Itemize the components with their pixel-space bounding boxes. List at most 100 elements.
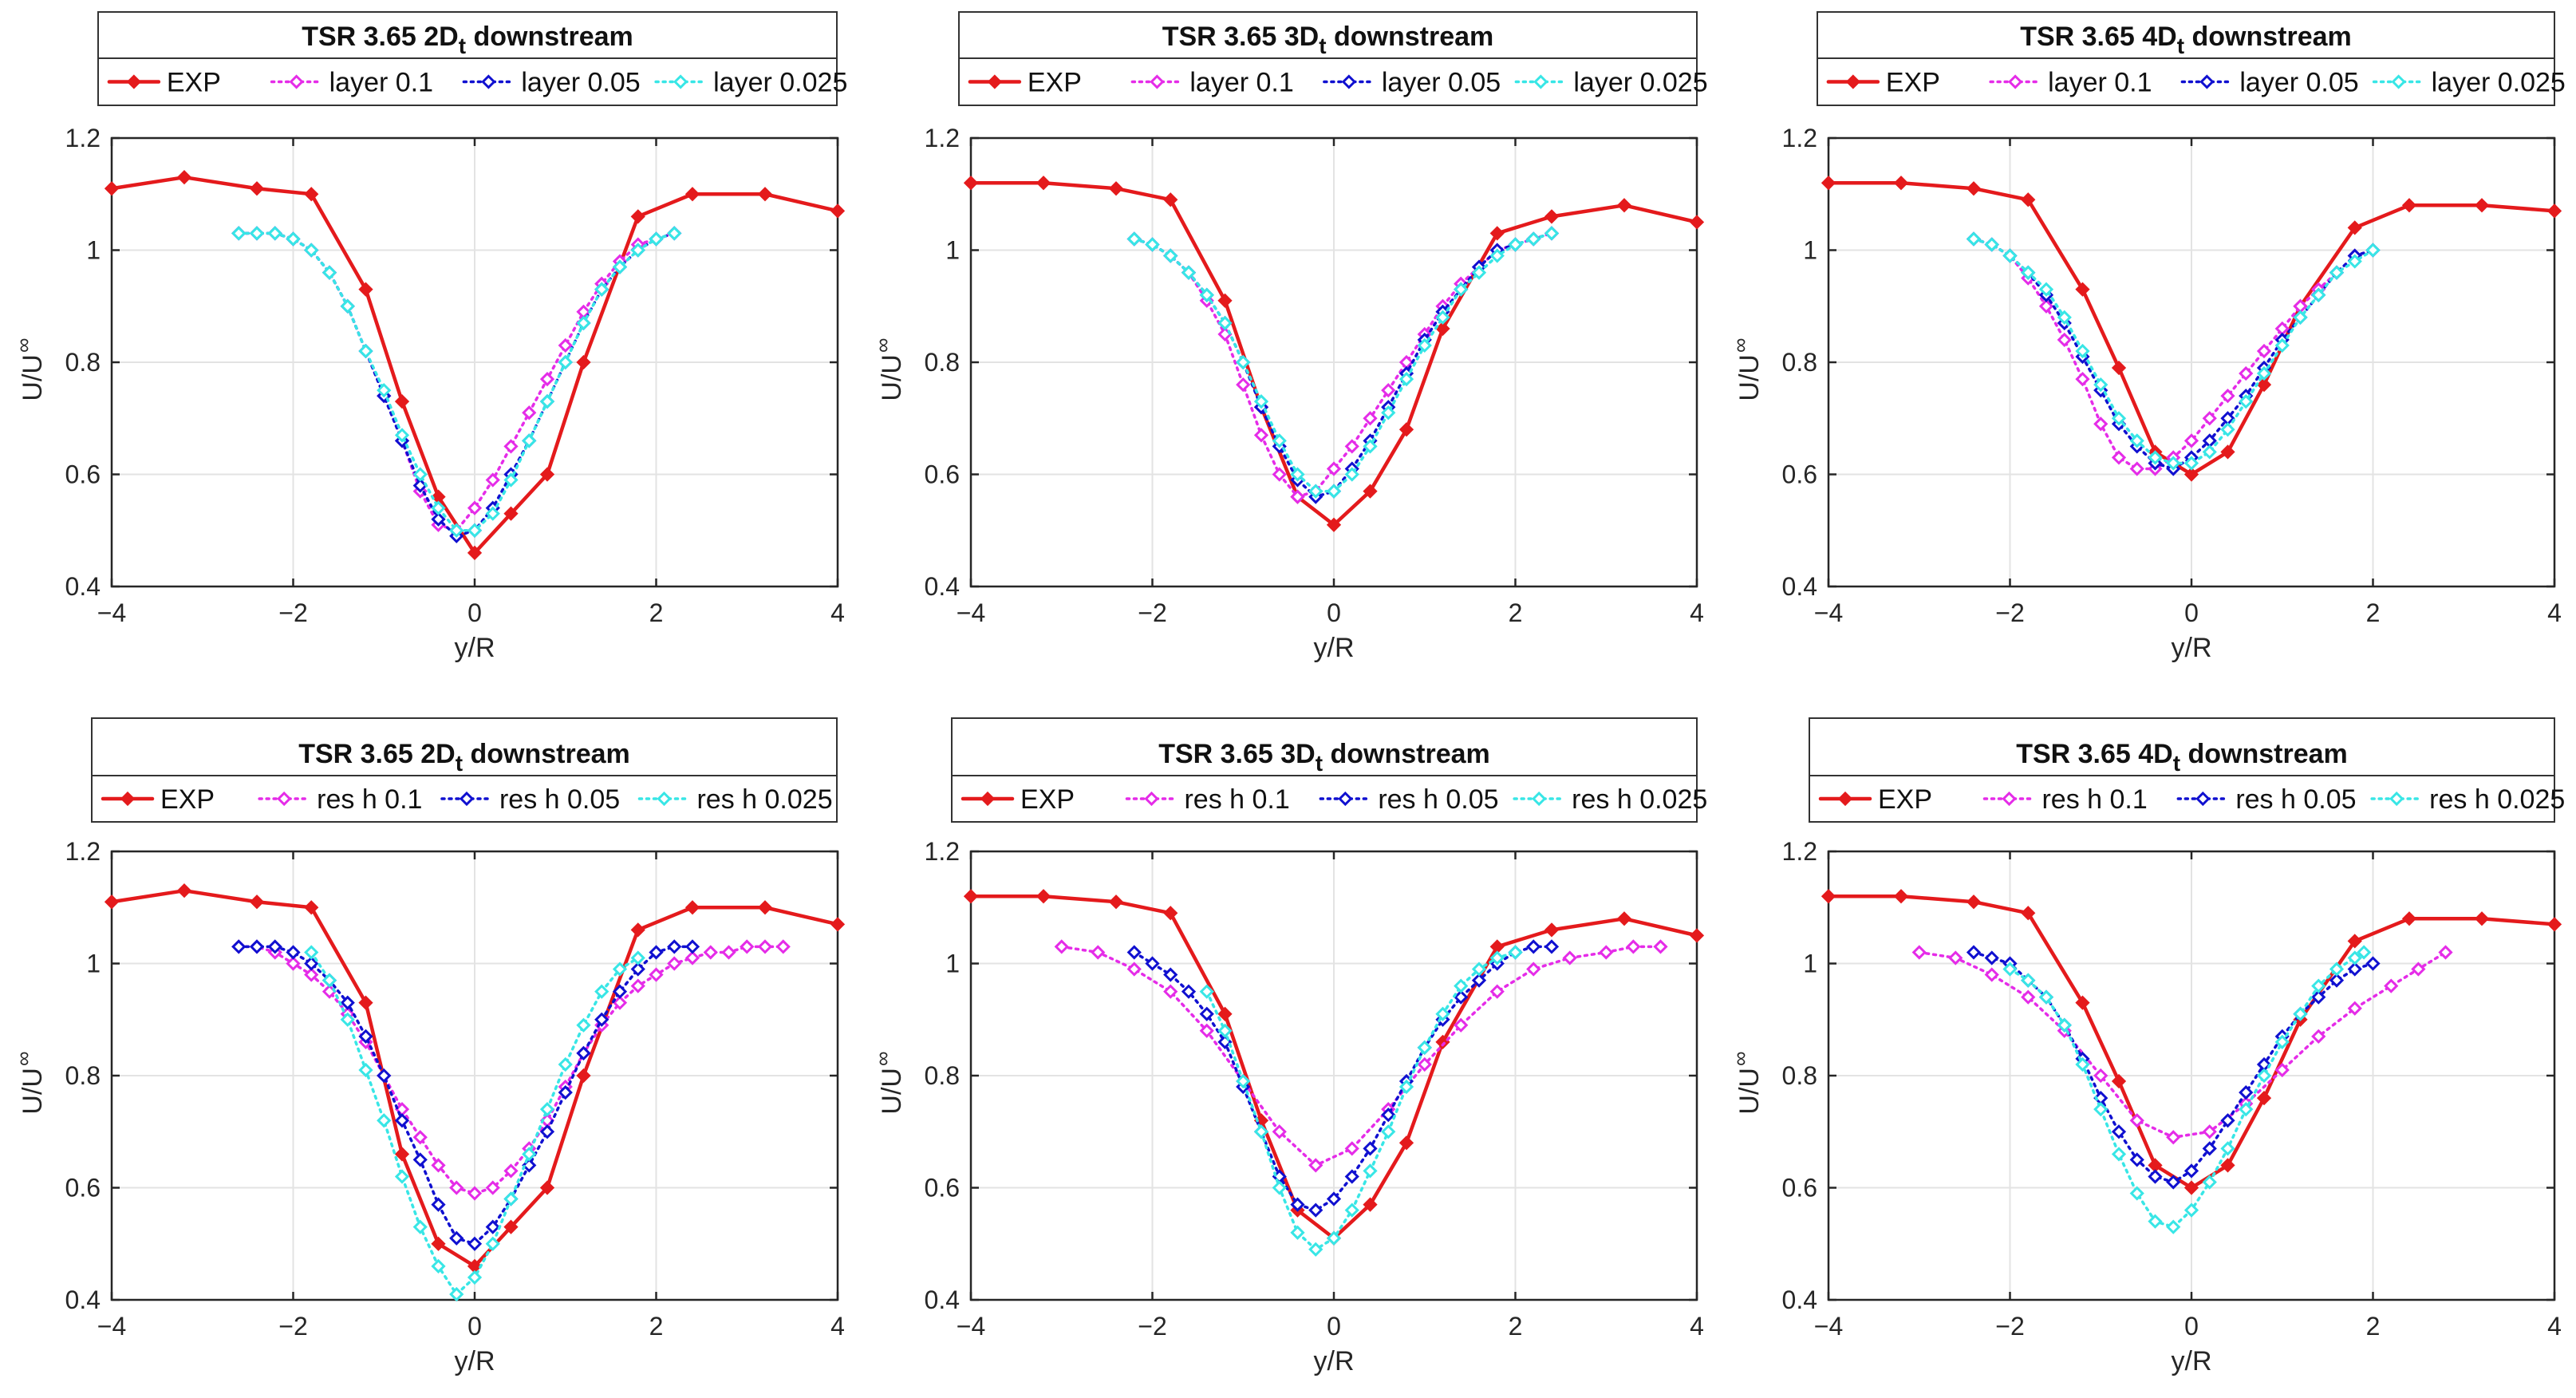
data-point	[431, 1197, 446, 1212]
data-point	[1893, 889, 1909, 904]
y-axis-label-sub: ∞	[11, 1051, 35, 1066]
chart-title-end: downstream	[2184, 22, 2352, 52]
chart-title-main: TSR 3.65 4D	[2016, 739, 2173, 769]
y-tick-label: 1.2	[1782, 837, 1817, 866]
data-point	[2183, 467, 2199, 482]
data-point	[576, 315, 591, 330]
y-tick-label: 1	[945, 950, 960, 978]
legend-swatch-marker	[120, 791, 136, 807]
data-point	[1966, 945, 1982, 960]
data-point	[2111, 1147, 2127, 1162]
data-point	[2093, 1068, 2109, 1084]
legend-swatch-marker	[2195, 791, 2211, 807]
data-point	[594, 984, 609, 999]
legend-label: EXP	[1028, 68, 1082, 98]
y-axis-label-sub: ∞	[1728, 338, 1752, 353]
legend-entry-2: layer 0.05	[462, 68, 641, 98]
legend-swatch-marker	[1837, 791, 1853, 807]
y-axis-label-main: U/U	[18, 354, 48, 401]
data-point	[1181, 984, 1197, 999]
chart-title-sub: t	[1319, 34, 1326, 58]
y-tick-label: 1.2	[1782, 124, 1817, 152]
x-tick-label: 4	[1690, 1312, 1704, 1341]
legend-label: res h 0.1	[317, 784, 422, 815]
data-point	[267, 226, 282, 241]
data-point	[1163, 192, 1178, 207]
x-tick-label: 2	[2366, 1312, 2381, 1341]
data-point	[249, 181, 265, 196]
data-point	[2274, 1062, 2290, 1078]
data-point	[1308, 1203, 1324, 1218]
data-point	[1544, 922, 1560, 938]
data-point	[2129, 1113, 2144, 1128]
series-3	[2002, 945, 2372, 1234]
data-point	[2075, 343, 2090, 359]
y-axis-label: U/U∞	[11, 338, 48, 401]
legend-label: EXP	[1886, 68, 1940, 98]
y-tick-label: 0.4	[65, 1285, 101, 1314]
data-point	[2384, 978, 2399, 993]
chart-title-sub: t	[1316, 751, 1323, 776]
legend-entry-2: res h 0.05	[2176, 784, 2357, 815]
data-point	[340, 298, 355, 314]
data-point	[249, 939, 265, 954]
y-tick-label: 0.8	[1782, 1061, 1817, 1090]
data-point	[2311, 1029, 2326, 1044]
data-point	[431, 1258, 446, 1274]
y-tick-label: 1.2	[65, 124, 101, 152]
data-point	[2021, 906, 2036, 921]
data-point	[2021, 989, 2036, 1005]
y-tick-label: 0.6	[1782, 1174, 1817, 1203]
data-point	[1272, 433, 1287, 448]
data-point	[2166, 1219, 2181, 1234]
legend-swatch-marker	[1150, 74, 1165, 89]
legend-box	[91, 717, 838, 823]
data-point	[2166, 1130, 2181, 1145]
y-tick-label: 1	[86, 236, 101, 265]
data-point	[2347, 220, 2362, 235]
data-point	[1308, 1242, 1324, 1257]
data-point	[358, 1029, 373, 1044]
data-point	[2075, 371, 2090, 387]
data-point	[412, 1219, 428, 1234]
data-point	[2220, 422, 2235, 437]
data-point	[1126, 231, 1142, 247]
data-point	[2166, 456, 2181, 471]
data-point	[522, 1147, 537, 1162]
data-point	[467, 500, 483, 515]
data-point	[630, 922, 645, 938]
x-tick-label: −4	[97, 1312, 126, 1341]
y-tick-label: 0.8	[1782, 348, 1817, 377]
data-point	[963, 176, 979, 191]
data-point	[1398, 371, 1414, 387]
x-tick-label: 0	[467, 1312, 482, 1341]
y-tick-label: 0.6	[1782, 460, 1817, 489]
data-point	[2329, 962, 2345, 977]
legend-label: layer 0.025	[713, 68, 847, 98]
data-point	[612, 995, 628, 1010]
x-tick-label: 0	[2184, 1312, 2199, 1341]
data-point	[2256, 1068, 2272, 1084]
series-1	[1911, 945, 2453, 1145]
x-tick-label: −2	[278, 598, 307, 627]
legend: TSR 3.65 2Dt downstream EXP layer 0.1 layer…	[97, 11, 847, 106]
data-point	[1381, 405, 1396, 421]
series-3	[231, 226, 682, 538]
data-point	[1145, 956, 1160, 971]
data-point	[1626, 939, 1641, 954]
data-point	[830, 917, 846, 932]
data-point	[2220, 389, 2235, 404]
data-point	[2183, 1203, 2199, 1218]
chart-title: TSR 3.65 3Dt downstream	[1158, 739, 1490, 776]
data-point	[539, 394, 555, 409]
y-tick-label: 0.4	[925, 1285, 960, 1314]
data-point	[963, 889, 979, 904]
data-point	[1966, 894, 1982, 910]
data-point	[1326, 1230, 1342, 1246]
data-point	[539, 1124, 555, 1139]
legend-swatch-marker	[2199, 74, 2215, 89]
data-point	[2239, 1102, 2254, 1117]
data-point	[1308, 484, 1324, 499]
data-point	[2274, 1034, 2290, 1049]
data-point	[2129, 1152, 2144, 1167]
